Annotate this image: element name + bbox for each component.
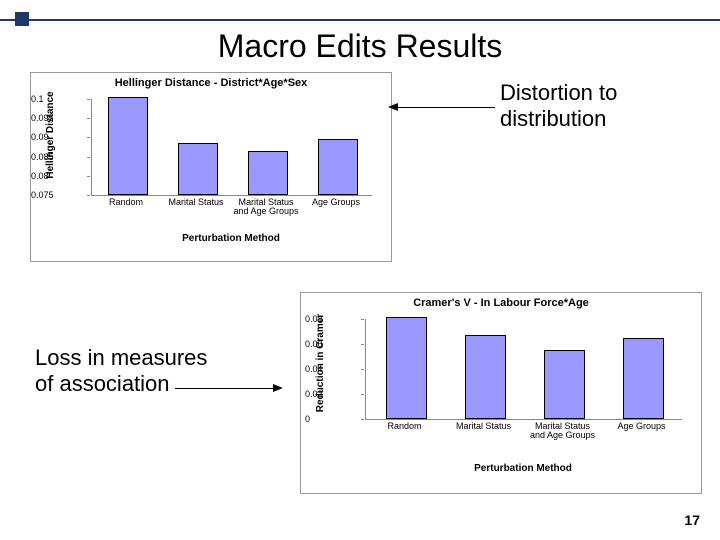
ytick-label: 0.02 xyxy=(305,389,361,399)
page-number: 17 xyxy=(684,512,700,528)
xtick-label: Marital Status and Age Groups xyxy=(523,422,602,441)
arrow1-line xyxy=(395,107,495,108)
chart1-plot xyxy=(91,99,372,196)
arrow2-line xyxy=(175,388,275,389)
xtick-label: Marital Status xyxy=(161,198,231,207)
bar xyxy=(248,151,289,195)
chart2-ylabel: Reduction in Cramer xyxy=(315,308,326,418)
bar xyxy=(178,143,219,195)
ytick-label: 0 xyxy=(305,414,361,424)
chart1-yticks: 0.0750.080.0850.090.0950.1 xyxy=(31,99,89,195)
ytick-label: 0.085 xyxy=(31,152,87,162)
ytick-label: 0.08 xyxy=(305,314,361,324)
arrow2-head xyxy=(273,384,283,392)
chart2-title: Cramer's V - In Labour Force*Age xyxy=(301,293,701,309)
header-line xyxy=(0,19,720,21)
ytick-label: 0.095 xyxy=(31,113,87,123)
arrow1-head xyxy=(388,103,398,111)
chart1-container: Hellinger Distance - District*Age*Sex 0.… xyxy=(30,72,392,262)
annotation-association: Loss in measures of association xyxy=(35,345,207,397)
ytick-label: 0.075 xyxy=(31,190,87,200)
ytick-label: 0.04 xyxy=(305,364,361,374)
bar xyxy=(386,317,428,419)
bar xyxy=(108,97,149,195)
ytick-label: 0.09 xyxy=(31,132,87,142)
xtick-label: Random xyxy=(91,198,161,207)
chart1-title: Hellinger Distance - District*Age*Sex xyxy=(31,73,391,89)
chart2-xlabel: Perturbation Method xyxy=(365,463,681,474)
ytick-label: 0.06 xyxy=(305,339,361,349)
chart1-xlabel: Perturbation Method xyxy=(91,233,371,244)
bar xyxy=(318,139,359,195)
xtick-label: Marital Status xyxy=(444,422,523,431)
annotation-distortion: Distortion to distribution xyxy=(500,80,617,132)
chart2-container: Cramer's V - In Labour Force*Age 0 0.02 0.… xyxy=(300,292,702,494)
xtick-label: Random xyxy=(365,422,444,431)
bar xyxy=(465,335,507,420)
xtick-label: Marital Status and Age Groups xyxy=(231,198,301,217)
chart2-xticks: RandomMarital StatusMarital Status and A… xyxy=(365,421,681,455)
ytick-label: 0.08 xyxy=(31,171,87,181)
bar xyxy=(544,350,586,420)
chart2-plot xyxy=(365,319,682,420)
xtick-label: Age Groups xyxy=(602,422,681,431)
chart1-ylabel: Hellinger Distance xyxy=(45,85,56,185)
ytick-label: 0.1 xyxy=(31,94,87,104)
bar xyxy=(623,338,665,419)
page-title: Macro Edits Results xyxy=(0,28,720,65)
xtick-label: Age Groups xyxy=(301,198,371,207)
chart2-yticks: 00.020.040.060.08 xyxy=(301,319,363,419)
chart1-xticks: RandomMarital StatusMarital Status and A… xyxy=(91,197,371,231)
